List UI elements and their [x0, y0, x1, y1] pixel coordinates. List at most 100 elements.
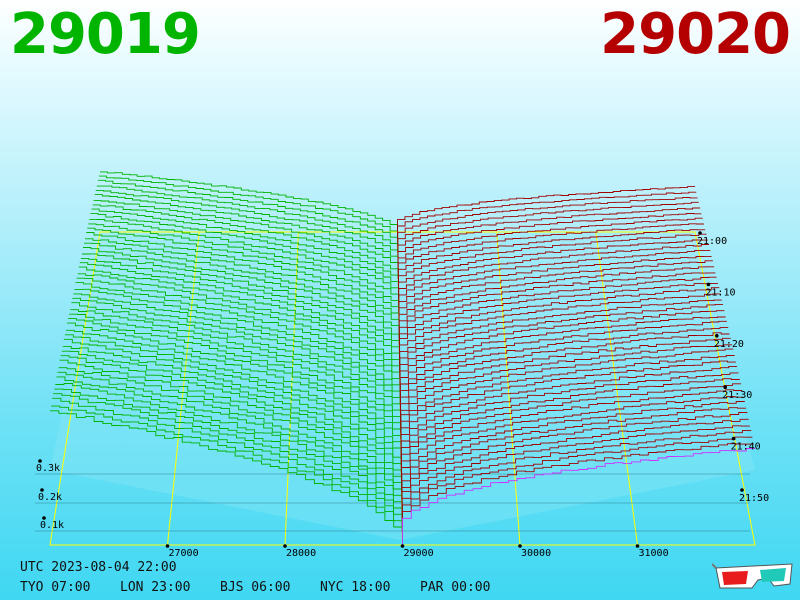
bid-depth-line — [79, 262, 400, 359]
bid-depth-line — [70, 309, 401, 419]
ask-price: 29020 — [600, 2, 791, 67]
price-tick-label: 27000 — [169, 548, 199, 559]
ask-depth-line — [398, 249, 711, 312]
bid-depth-line — [58, 367, 403, 492]
price-tick-label: 29000 — [404, 548, 434, 559]
volume-tick-label: 0.3k — [36, 463, 60, 474]
ask-depth-line — [399, 327, 729, 406]
bid-price: 29019 — [10, 2, 201, 67]
ask-depth-line — [399, 287, 720, 359]
price-tick-label: 31000 — [639, 548, 669, 559]
time-tick-marker — [731, 436, 736, 441]
time-tick-marker — [740, 488, 744, 492]
ask-depth-line — [397, 201, 699, 252]
ask-depth-line — [401, 425, 750, 519]
bid-depth-line — [63, 338, 402, 459]
ask-depth-line — [398, 244, 709, 306]
bid-depth-line — [87, 227, 400, 312]
ask-depth-line — [397, 207, 701, 259]
ask-depth-line — [398, 255, 712, 319]
bid-depth-line — [85, 238, 400, 326]
bid-depth-line — [86, 232, 400, 319]
bid-depth-line — [57, 371, 403, 499]
timezone-nyc: NYC 18:00 — [320, 580, 391, 595]
bid-wall-fill — [50, 232, 400, 540]
bid-depth-line — [91, 208, 399, 286]
ask-depth-line — [398, 233, 707, 292]
ask-depth-line — [397, 217, 703, 272]
bid-depth-line — [54, 388, 403, 519]
bid-depth-line — [78, 266, 401, 366]
bid-depth-line — [55, 383, 403, 512]
time-tick-marker — [715, 334, 719, 338]
bid-depth-line — [71, 302, 401, 412]
ask-depth-line — [398, 282, 718, 352]
bid-depth-line — [98, 175, 399, 239]
ask-depth-line — [400, 372, 739, 459]
bid-depth-line — [90, 212, 399, 292]
price-gridline — [496, 231, 521, 546]
bid-depth-line — [89, 219, 400, 299]
bid-depth-line — [93, 200, 399, 272]
bid-depth-line — [88, 223, 400, 306]
ask-depth-line — [400, 383, 741, 472]
bid-depth-line — [84, 242, 400, 332]
ask-depth-line — [399, 303, 724, 379]
timezone-par: PAR 00:00 — [420, 580, 491, 595]
timezone-tyo: TYO 07:00 — [20, 580, 91, 595]
ask-depth-line — [401, 412, 748, 505]
ask-depth-line — [400, 389, 743, 479]
price-tick-marker — [400, 544, 405, 548]
ask-depth-line — [400, 337, 731, 419]
volume-tick-marker — [38, 459, 42, 463]
bid-depth-line — [68, 318, 402, 432]
ask-depth-line — [401, 418, 749, 512]
ask-depth-line — [398, 260, 713, 326]
latest-ask-line — [402, 448, 755, 545]
price-tick-marker — [165, 544, 170, 548]
ask-depth-line — [400, 360, 736, 446]
ask-depth-line — [399, 320, 727, 399]
volume-tick-marker — [42, 516, 46, 520]
ask-depth-line — [397, 191, 697, 239]
bid-depth-line — [97, 179, 399, 246]
ask-depth-line — [401, 436, 753, 532]
ask-depth-line — [397, 229, 706, 286]
ask-depth-line — [401, 407, 747, 499]
price-tick-marker — [635, 544, 640, 548]
ask-depth-line — [398, 272, 716, 339]
bid-depth-line — [62, 346, 402, 466]
bid-depth-line — [69, 313, 402, 426]
ask-depth-line — [397, 197, 698, 246]
ask-depth-line — [400, 344, 732, 426]
bid-depth-line — [95, 189, 399, 259]
ask-depth-line — [399, 332, 730, 412]
bid-depth-line — [67, 322, 402, 439]
bid-depth-line — [52, 397, 403, 532]
bid-depth-line — [75, 282, 401, 386]
price-tick-marker — [283, 544, 287, 548]
bid-depth-line — [81, 253, 400, 346]
ask-depth-line — [397, 213, 702, 266]
ask-depth-line — [401, 396, 744, 486]
ask-depth-line — [398, 276, 717, 346]
bid-depth-line — [94, 194, 399, 266]
bid-depth-line — [60, 355, 402, 479]
3d-glasses-icon[interactable] — [712, 560, 796, 592]
time-tick-marker — [706, 282, 711, 287]
ask-depth-line — [400, 348, 734, 432]
bid-depth-line — [77, 273, 401, 372]
time-tick-marker — [723, 385, 727, 390]
bid-depth-line — [53, 393, 403, 525]
bid-depth-line — [50, 410, 403, 545]
bid-depth-line — [74, 288, 401, 392]
ask-depth-line — [397, 223, 704, 279]
ask-depth-line — [399, 310, 725, 386]
ask-depth-line — [398, 266, 715, 332]
price-tick-marker — [518, 544, 522, 548]
utc-timestamp: UTC 2023-08-04 22:00 — [20, 560, 177, 575]
volume-tick-marker — [40, 488, 44, 492]
bid-depth-line — [61, 350, 402, 472]
ask-depth-line — [398, 239, 708, 299]
